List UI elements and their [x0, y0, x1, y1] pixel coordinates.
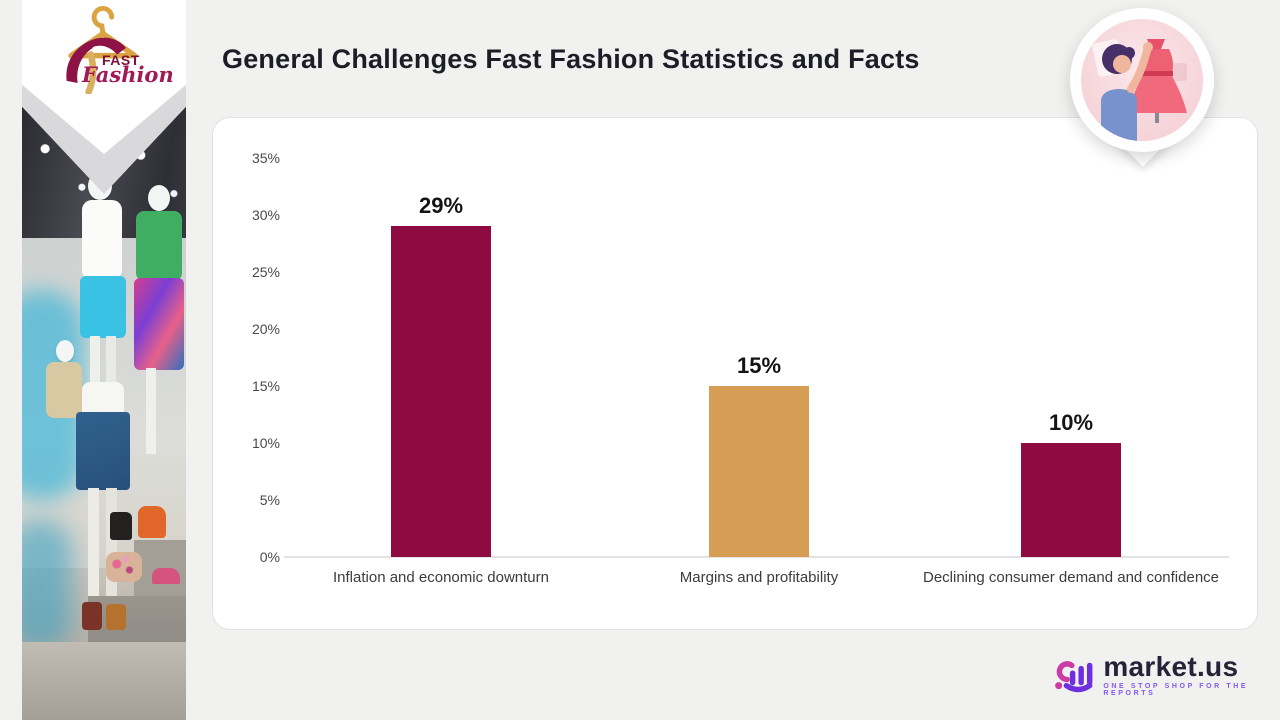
y-axis-tick: 25% — [251, 264, 280, 280]
blurred-shopper — [22, 520, 72, 650]
bar-value-label: 10% — [1048, 410, 1094, 435]
mannequin-leg — [146, 368, 156, 454]
floral-handbag — [106, 552, 142, 582]
y-axis-tick: 30% — [251, 207, 280, 223]
bar-2 — [709, 386, 809, 557]
mannequin-leg — [88, 488, 99, 604]
mannequin-leg — [90, 336, 100, 416]
marketus-tagline: ONE STOP SHOP FOR THE REPORTS — [1103, 683, 1249, 698]
bar-value-label: 15% — [736, 353, 782, 378]
mannequin-denim-skirt — [76, 412, 130, 490]
pink-shoe — [152, 568, 180, 584]
y-axis-tick: 15% — [251, 378, 280, 394]
mannequin-print-skirt — [134, 278, 184, 370]
marketus-brand-name: market.us — [1103, 651, 1239, 682]
fashion-pin-badge — [1068, 8, 1216, 193]
y-axis-tick: 5% — [259, 492, 280, 508]
tailor-illustration — [1081, 19, 1203, 141]
black-boot — [110, 512, 132, 540]
mannequin-head — [148, 185, 170, 211]
mannequin-top — [82, 200, 122, 280]
tailor-illustration-icon — [1092, 39, 1187, 141]
chart-card: 0% 5% 10% 15% 20% 25% 30% 35% 29% Inflation and e… — [212, 117, 1258, 630]
y-axis-tick: 10% — [251, 435, 280, 451]
x-axis-label: Margins and profitability — [679, 569, 839, 586]
orange-boot — [138, 506, 166, 538]
display-platform — [22, 642, 186, 720]
marketus-logo[interactable]: market.us ONE STOP SHOP FOR THE REPORTS — [1054, 652, 1280, 697]
mannequin-leg — [106, 336, 116, 416]
mannequin-leg — [106, 488, 117, 604]
mannequin-beige-top — [46, 362, 82, 418]
y-axis-tick: 35% — [251, 150, 280, 166]
bar-3 — [1021, 443, 1121, 557]
mannequin-teal-skirt — [80, 276, 126, 338]
mannequin-green-top — [136, 211, 182, 281]
x-axis-label: Declining consumer demand and confidence — [922, 569, 1219, 586]
brand-name-bottom: Fashion — [82, 62, 174, 87]
marketus-text: market.us ONE STOP SHOP FOR THE REPORTS — [1103, 651, 1280, 698]
marketus-logo-icon — [1055, 661, 1093, 693]
page-title: General Challenges Fast Fashion Statisti… — [222, 44, 920, 74]
x-axis-label: Inflation and economic downturn — [333, 569, 549, 586]
y-axis-tick: 0% — [259, 549, 280, 565]
bar-1 — [391, 226, 491, 557]
bar-value-label: 29% — [418, 193, 464, 218]
brand-name-top: FAST — [102, 52, 140, 68]
x-axis-line — [284, 556, 1229, 558]
hanger-scarf-icon — [66, 6, 138, 94]
brown-boot — [82, 602, 102, 630]
tan-boot — [106, 604, 126, 630]
bar-chart: 0% 5% 10% 15% 20% 25% 30% 35% 29% Inflation and e… — [213, 118, 1257, 629]
mannequin-head — [56, 340, 74, 362]
y-axis-tick: 20% — [251, 321, 280, 337]
